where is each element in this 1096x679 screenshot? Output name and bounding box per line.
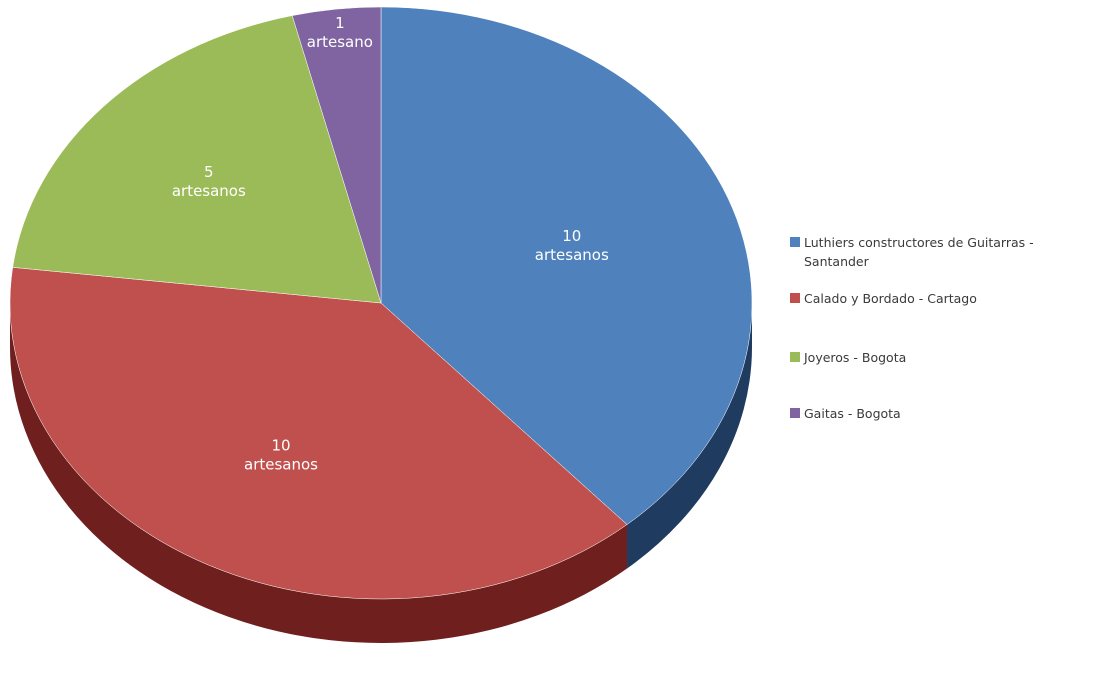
pie-data-labels: 10 artesanos 10 artesanos 5 artesanos 1 artesan… bbox=[172, 14, 609, 473]
pie-slice-joyeros-bogota bbox=[12, 15, 382, 304]
pie-data-label-joyeros-bogota: 5 artesanos bbox=[172, 163, 246, 200]
legend-item-joyeros-bogota: Joyeros - Bogota bbox=[790, 350, 906, 365]
pie-side-calado-y-bordado-cartago bbox=[10, 303, 628, 643]
pie-data-label-luthiers-constructores-de-guitarras-santander: 10 artesanos bbox=[535, 227, 609, 264]
legend-label: Joyeros - Bogota bbox=[803, 350, 906, 365]
pie-slices bbox=[9, 6, 753, 600]
chart-legend: Luthiers constructores de Guitarras -San… bbox=[790, 235, 1034, 421]
legend-swatch bbox=[790, 237, 800, 247]
pie-side-luthiers-constructores-de-guitarras-santander bbox=[627, 303, 752, 569]
pie-data-label-calado-y-bordado-cartago: 10 artesanos bbox=[244, 437, 318, 474]
legend-item-luthiers-constructores-de-guitarras-santander: Luthiers constructores de Guitarras -San… bbox=[790, 235, 1034, 269]
legend-swatch bbox=[790, 352, 800, 362]
legend-item-calado-y-bordado-cartago: Calado y Bordado - Cartago bbox=[790, 291, 977, 306]
pie-slice-luthiers-constructores-de-guitarras-santander bbox=[380, 6, 753, 525]
legend-label: Luthiers constructores de Guitarras -San… bbox=[804, 235, 1034, 269]
pie-slice-calado-y-bordado-cartago bbox=[9, 267, 628, 600]
legend-swatch bbox=[790, 408, 800, 418]
legend-label: Calado y Bordado - Cartago bbox=[804, 291, 977, 306]
pie-slice-gaitas-bogota bbox=[291, 6, 382, 304]
legend-label: Gaitas - Bogota bbox=[804, 406, 901, 421]
legend-swatch bbox=[790, 293, 800, 303]
legend-item-gaitas-bogota: Gaitas - Bogota bbox=[790, 406, 901, 421]
pie-3d-side bbox=[10, 303, 752, 643]
pie-data-label-gaitas-bogota: 1 artesano bbox=[307, 14, 373, 51]
